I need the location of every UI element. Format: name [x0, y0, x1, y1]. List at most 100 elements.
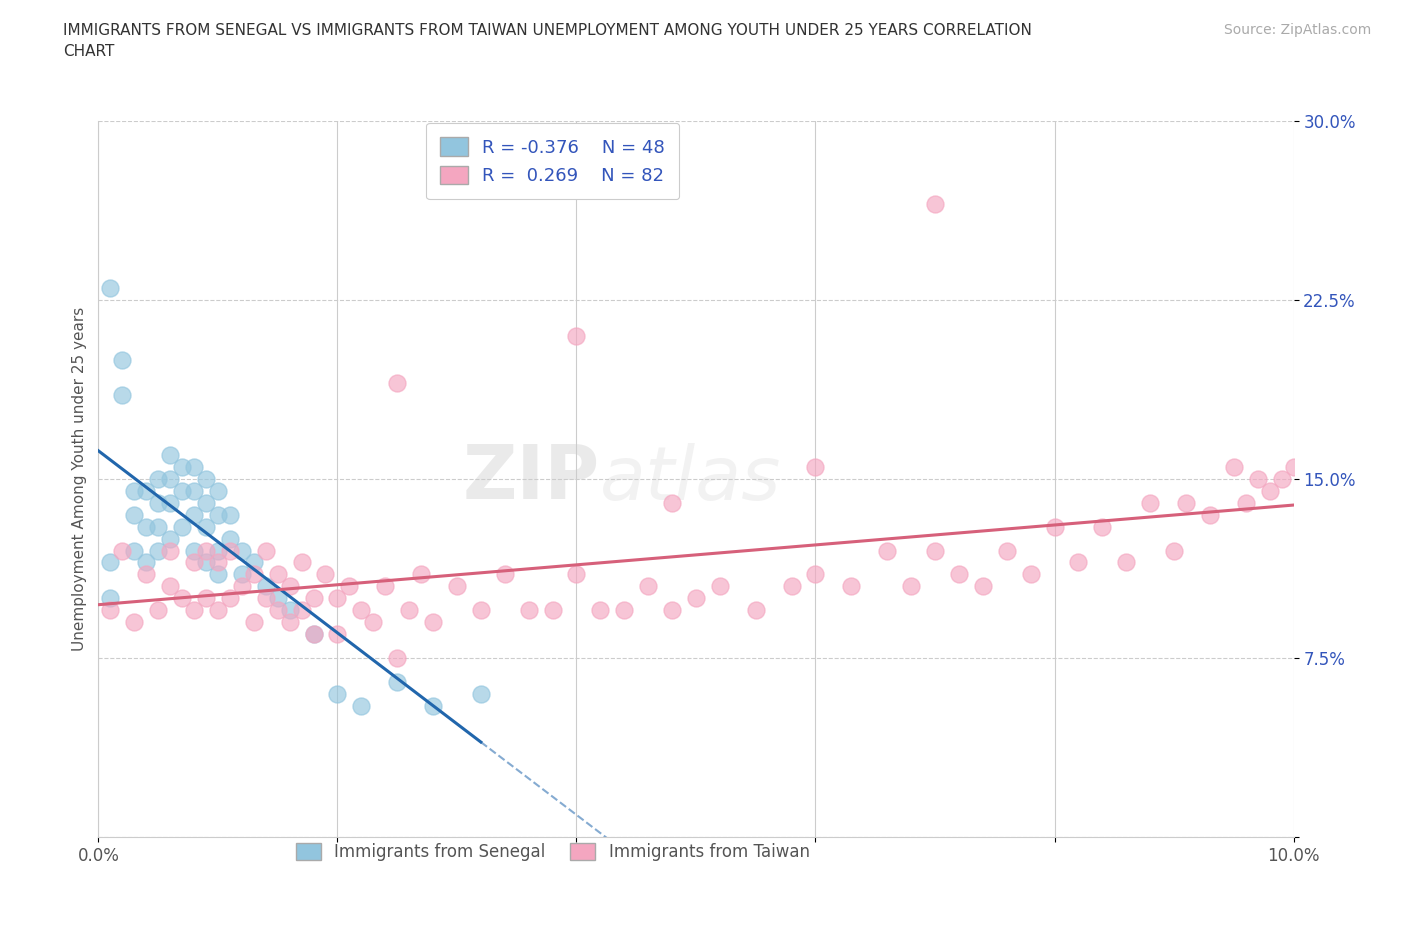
Point: [148, 543, 170, 558]
Point: [195, 496, 218, 511]
Point: [1115, 555, 1137, 570]
Point: [172, 484, 194, 498]
Point: [183, 484, 205, 498]
Legend: Immigrants from Senegal, Immigrants from Taiwan: Immigrants from Senegal, Immigrants from…: [290, 837, 815, 868]
Point: [685, 591, 707, 605]
Point: [1247, 472, 1270, 486]
Point: [172, 591, 194, 605]
Point: [1234, 496, 1257, 511]
Point: [302, 627, 325, 642]
Point: [219, 508, 242, 523]
Point: [219, 531, 242, 546]
Point: [494, 567, 516, 582]
Point: [183, 543, 205, 558]
Point: [159, 531, 181, 546]
Text: Source: ZipAtlas.com: Source: ZipAtlas.com: [1223, 23, 1371, 37]
Point: [1282, 459, 1305, 474]
Point: [207, 603, 229, 618]
Point: [709, 578, 731, 594]
Point: [1043, 519, 1066, 534]
Point: [98, 555, 122, 570]
Point: [315, 567, 337, 582]
Point: [195, 519, 218, 534]
Point: [1223, 459, 1246, 474]
Point: [148, 496, 170, 511]
Point: [148, 472, 170, 486]
Point: [243, 567, 266, 582]
Point: [207, 567, 229, 582]
Point: [326, 627, 349, 642]
Point: [207, 555, 229, 570]
Point: [159, 496, 181, 511]
Text: atlas: atlas: [600, 443, 782, 515]
Point: [804, 459, 827, 474]
Point: [924, 197, 946, 212]
Point: [195, 472, 218, 486]
Point: [326, 591, 349, 605]
Point: [374, 578, 396, 594]
Point: [422, 698, 444, 713]
Point: [804, 567, 827, 582]
Point: [637, 578, 659, 594]
Point: [111, 543, 134, 558]
Point: [267, 591, 290, 605]
Point: [1019, 567, 1042, 582]
Point: [841, 578, 863, 594]
Point: [207, 543, 229, 558]
Point: [148, 519, 170, 534]
Point: [195, 555, 218, 570]
Point: [278, 578, 301, 594]
Point: [924, 543, 946, 558]
Point: [339, 578, 361, 594]
Point: [111, 352, 134, 367]
Point: [172, 519, 194, 534]
Point: [350, 698, 373, 713]
Point: [207, 508, 229, 523]
Point: [1271, 472, 1294, 486]
Point: [363, 615, 385, 630]
Point: [98, 603, 122, 618]
Point: [98, 591, 122, 605]
Point: [1258, 484, 1281, 498]
Point: [231, 543, 253, 558]
Point: [900, 578, 922, 594]
Point: [183, 508, 205, 523]
Point: [589, 603, 612, 618]
Point: [385, 376, 409, 391]
Point: [243, 555, 266, 570]
Point: [159, 472, 181, 486]
Point: [302, 591, 325, 605]
Point: [183, 459, 205, 474]
Point: [995, 543, 1018, 558]
Point: [1067, 555, 1090, 570]
Point: [267, 603, 290, 618]
Point: [124, 543, 146, 558]
Point: [219, 591, 242, 605]
Point: [565, 567, 588, 582]
Point: [148, 603, 170, 618]
Point: [385, 651, 409, 666]
Point: [661, 603, 683, 618]
Point: [1091, 519, 1114, 534]
Point: [291, 555, 314, 570]
Point: [159, 578, 181, 594]
Point: [159, 447, 181, 462]
Point: [422, 615, 444, 630]
Point: [243, 615, 266, 630]
Point: [195, 591, 218, 605]
Point: [385, 674, 409, 689]
Point: [124, 484, 146, 498]
Point: [972, 578, 994, 594]
Text: IMMIGRANTS FROM SENEGAL VS IMMIGRANTS FROM TAIWAN UNEMPLOYMENT AMONG YOUTH UNDER: IMMIGRANTS FROM SENEGAL VS IMMIGRANTS FR…: [63, 23, 1032, 60]
Point: [195, 543, 218, 558]
Point: [1139, 496, 1161, 511]
Point: [398, 603, 420, 618]
Point: [1163, 543, 1185, 558]
Point: [135, 567, 157, 582]
Point: [159, 543, 181, 558]
Point: [948, 567, 970, 582]
Point: [565, 328, 588, 343]
Point: [780, 578, 803, 594]
Point: [183, 603, 205, 618]
Point: [254, 591, 277, 605]
